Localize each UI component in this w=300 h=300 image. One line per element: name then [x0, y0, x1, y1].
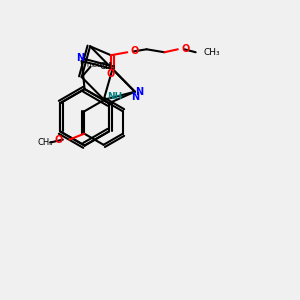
Text: NH: NH [108, 92, 123, 101]
Text: O: O [55, 135, 63, 145]
Text: CH₃: CH₃ [37, 138, 53, 147]
Text: O: O [182, 44, 190, 54]
Text: CH₃: CH₃ [203, 48, 220, 57]
Text: O: O [131, 46, 139, 56]
Text: N: N [76, 53, 84, 63]
Text: N: N [135, 87, 143, 97]
Text: CH₃: CH₃ [100, 62, 116, 71]
Text: N: N [131, 92, 139, 102]
Text: methyl: methyl [87, 62, 111, 68]
Text: O: O [107, 69, 115, 79]
